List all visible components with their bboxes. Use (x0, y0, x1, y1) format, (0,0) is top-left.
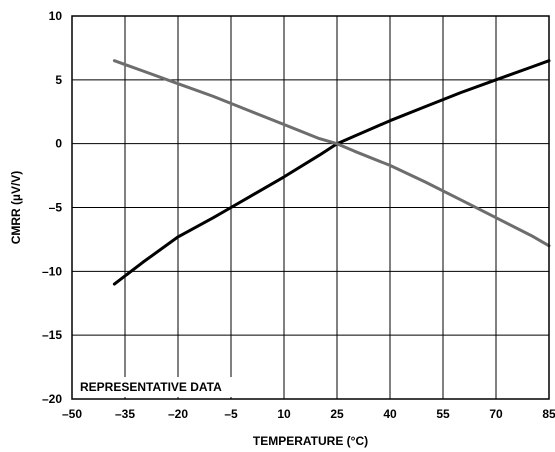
x-tick-label: 25 (330, 407, 344, 421)
x-tick-label: –35 (115, 407, 135, 421)
y-tick-labels: 10 5 0 –5 –10 –15 –20 (42, 9, 62, 406)
x-tick-label: 55 (436, 407, 450, 421)
y-tick-label: –5 (49, 201, 63, 215)
x-tick-label: –20 (168, 407, 188, 421)
x-tick-labels: –50 –35 –20 –5 10 25 40 55 70 85 (62, 407, 555, 421)
y-tick-label: 0 (55, 137, 62, 151)
y-tick-label: –10 (42, 264, 62, 278)
y-tick-label: –20 (42, 392, 62, 406)
y-axis-title: CMRR (µV/V) (9, 171, 23, 245)
series-2-line (112, 59, 551, 248)
annotation-background (74, 377, 282, 397)
y-tick-label: 5 (55, 73, 62, 87)
x-axis-title: TEMPERATURE (°C) (253, 434, 368, 448)
y-tick-label: –15 (42, 328, 62, 342)
plot-frame (71, 15, 550, 400)
series-1-line (112, 59, 551, 286)
x-tick-label: –5 (224, 407, 238, 421)
annotation-representative-data: REPRESENTATIVE DATA (80, 380, 222, 394)
y-tick-label: 10 (49, 9, 63, 23)
x-tick-label: 10 (277, 407, 291, 421)
x-tick-label: 40 (383, 407, 397, 421)
data-curves (112, 59, 551, 286)
x-tick-label: –50 (62, 407, 82, 421)
x-tick-label: 70 (489, 407, 503, 421)
x-tick-label: 85 (542, 407, 555, 421)
